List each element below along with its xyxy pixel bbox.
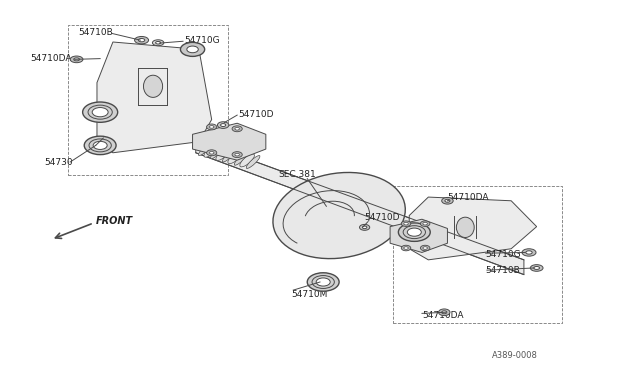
Ellipse shape [74, 58, 79, 61]
Ellipse shape [522, 249, 536, 256]
Ellipse shape [360, 224, 370, 230]
Ellipse shape [246, 155, 260, 169]
Ellipse shape [204, 144, 219, 157]
Ellipse shape [84, 136, 116, 155]
Ellipse shape [83, 102, 118, 122]
Ellipse shape [221, 124, 226, 126]
Ellipse shape [445, 199, 450, 202]
Ellipse shape [404, 247, 408, 249]
Ellipse shape [207, 124, 217, 130]
Ellipse shape [401, 245, 411, 251]
Text: 54710DA: 54710DA [447, 193, 489, 202]
Ellipse shape [407, 228, 421, 236]
Text: 54710D: 54710D [239, 109, 274, 119]
Ellipse shape [273, 173, 405, 259]
Ellipse shape [534, 266, 540, 269]
Ellipse shape [438, 309, 450, 315]
Ellipse shape [420, 245, 430, 251]
Ellipse shape [180, 42, 205, 57]
Text: SEC.381: SEC.381 [278, 170, 316, 179]
Ellipse shape [232, 126, 243, 132]
Ellipse shape [156, 41, 161, 44]
Ellipse shape [92, 108, 108, 117]
Text: 54710DA: 54710DA [30, 54, 72, 63]
Ellipse shape [209, 126, 214, 128]
Ellipse shape [307, 273, 339, 291]
Polygon shape [409, 197, 537, 260]
Polygon shape [390, 219, 447, 253]
Text: 54730: 54730 [45, 157, 74, 167]
Ellipse shape [93, 141, 107, 150]
Ellipse shape [398, 223, 430, 241]
Ellipse shape [404, 222, 408, 225]
Ellipse shape [228, 151, 243, 164]
Polygon shape [193, 123, 266, 160]
Ellipse shape [187, 46, 198, 53]
Text: 54710B: 54710B [78, 28, 113, 37]
Ellipse shape [211, 146, 224, 159]
Ellipse shape [198, 142, 212, 155]
Ellipse shape [134, 36, 148, 44]
Ellipse shape [232, 152, 243, 158]
Ellipse shape [456, 217, 474, 237]
Ellipse shape [138, 38, 145, 42]
Polygon shape [97, 42, 212, 153]
Ellipse shape [209, 151, 214, 154]
Ellipse shape [442, 311, 447, 314]
Text: 54710G: 54710G [486, 250, 522, 259]
Ellipse shape [420, 221, 430, 227]
Text: 54710D: 54710D [365, 213, 400, 222]
Ellipse shape [423, 222, 428, 225]
Text: 54710G: 54710G [184, 36, 220, 45]
Ellipse shape [152, 40, 164, 46]
Ellipse shape [240, 154, 255, 167]
Text: 54710DA: 54710DA [422, 311, 463, 320]
Ellipse shape [526, 251, 532, 254]
Ellipse shape [401, 221, 411, 227]
Ellipse shape [218, 122, 229, 128]
Ellipse shape [362, 226, 367, 229]
Ellipse shape [442, 198, 453, 204]
Ellipse shape [70, 56, 83, 62]
Ellipse shape [143, 75, 163, 97]
Ellipse shape [216, 147, 230, 160]
Ellipse shape [235, 153, 239, 156]
Ellipse shape [316, 278, 330, 286]
Ellipse shape [235, 128, 239, 130]
Ellipse shape [234, 152, 248, 165]
Text: FRONT: FRONT [96, 216, 133, 226]
Ellipse shape [531, 264, 543, 271]
Ellipse shape [222, 149, 236, 162]
Text: 54710M: 54710M [291, 291, 328, 299]
Text: 54710B: 54710B [486, 266, 520, 275]
Ellipse shape [423, 247, 428, 249]
Ellipse shape [207, 150, 217, 156]
Polygon shape [196, 140, 524, 275]
Text: A389-0008: A389-0008 [492, 350, 538, 360]
